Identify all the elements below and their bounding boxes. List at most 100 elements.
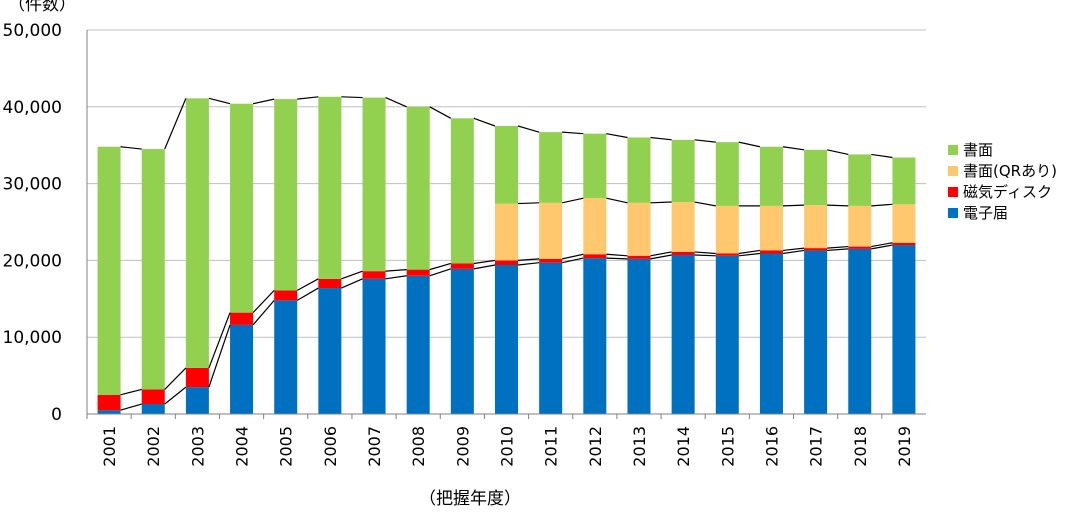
bar-segment (539, 258, 563, 263)
series-connector-line (650, 136, 672, 141)
bar-segment (495, 265, 518, 414)
series-connector-line (826, 149, 849, 156)
series-connector-line (429, 262, 452, 271)
series-connector-line (517, 258, 540, 261)
series-connector-line (827, 245, 849, 249)
legend-swatch (948, 208, 958, 218)
series-connector-line (694, 201, 716, 207)
x-tick-label: 2004 (233, 426, 252, 467)
series-connector-line (517, 125, 540, 133)
series-connector-line (517, 202, 540, 205)
bar-segment (848, 154, 872, 206)
series-connector-line (562, 197, 584, 204)
bar-segment (318, 96, 342, 279)
bar-segment (627, 258, 651, 414)
bar-segment (97, 146, 121, 395)
x-tick-label: 2018 (851, 426, 870, 467)
bar-segment (539, 262, 563, 414)
series-connector-line (650, 201, 672, 204)
bar-segment (406, 106, 430, 270)
series-connector-line (473, 117, 496, 127)
series-connector-line (120, 403, 142, 411)
bar-segment (141, 389, 165, 405)
y-tick-label: 40,000 (3, 98, 62, 118)
series-connector-line (871, 242, 893, 248)
series-connector-line (341, 96, 363, 99)
series-connector-line (517, 262, 540, 266)
series-connector-line (252, 289, 275, 314)
series-connector-line (296, 278, 319, 291)
x-tick-label: 2016 (762, 426, 781, 467)
legend-entry: 磁気ディスク (963, 183, 1052, 201)
bar-segment (671, 202, 695, 252)
y-tick-label: 10,000 (3, 328, 62, 348)
series-connector-line (871, 153, 893, 159)
bar-segment (583, 133, 607, 199)
bar-segment (230, 103, 254, 313)
series-connector-line (164, 98, 187, 150)
bar-segment (627, 255, 651, 259)
series-connector-line (385, 97, 407, 108)
series-connector-line (208, 324, 231, 388)
bar-segment (892, 157, 916, 205)
series-connector-line (562, 131, 584, 135)
series-connector-line (694, 254, 716, 257)
bar-segment (362, 278, 386, 414)
legend-entry: 電子届 (963, 204, 1008, 222)
y-tick-label: 0 (51, 405, 62, 425)
bar-segment (185, 367, 209, 388)
x-axis-title: （把握年度） (419, 489, 521, 509)
bar-segment (583, 198, 607, 255)
bar-segment (495, 126, 518, 204)
series-connector-line (694, 139, 716, 143)
series-connector-line (252, 299, 275, 326)
legend-entry: 書面(QRあり) (963, 162, 1057, 180)
x-tick-label: 2015 (718, 426, 737, 467)
series-connector-line (606, 197, 628, 204)
bar-segment (848, 205, 872, 247)
y-tick-label: 50,000 (3, 21, 62, 41)
series-connector-line (606, 133, 628, 139)
bar-segment (450, 118, 474, 264)
series-connector-line (738, 141, 761, 148)
bar-segment (715, 253, 739, 256)
series-connector-line (782, 249, 805, 255)
x-tick-label: 2019 (895, 426, 914, 467)
bar-segment (318, 288, 342, 414)
bar-segment (185, 387, 209, 414)
connector-lines (120, 96, 893, 411)
bar-segment (759, 146, 783, 206)
series-connector-line (473, 259, 496, 265)
bar-segment (450, 268, 474, 414)
gridlines: 0 10,000 20,000 30,000 40,000 50,000 (3, 21, 926, 425)
y-axis-title: （件数） (8, 0, 76, 15)
x-tick-label: 2007 (365, 426, 384, 467)
series-connector-line (341, 270, 363, 280)
bar-segment (450, 263, 474, 269)
bar-segment (892, 245, 916, 414)
legend-swatch (948, 187, 958, 197)
bar-segment (406, 269, 430, 276)
x-tick-label: 2013 (630, 426, 649, 467)
series-connector-line (296, 287, 319, 301)
series-connector-line (120, 388, 142, 396)
series-connector-line (297, 96, 319, 100)
series-connector-line (738, 252, 761, 257)
bar-segment (141, 404, 165, 414)
series-connector-line (120, 146, 142, 150)
bar-segment (671, 139, 695, 203)
series-connector-line (385, 269, 407, 272)
bar-segment (759, 253, 783, 414)
x-tick-label: 2009 (453, 426, 472, 467)
bar-segment (583, 254, 607, 259)
x-tick-label: 2001 (100, 426, 119, 467)
bar-segment (97, 394, 121, 411)
bar-segment (230, 324, 254, 414)
y-tick-label: 20,000 (3, 251, 62, 271)
x-tick-label: 2012 (586, 426, 605, 467)
bar-segment (848, 248, 872, 414)
series-connector-line (650, 251, 672, 257)
x-tick-label: 2003 (188, 426, 207, 467)
